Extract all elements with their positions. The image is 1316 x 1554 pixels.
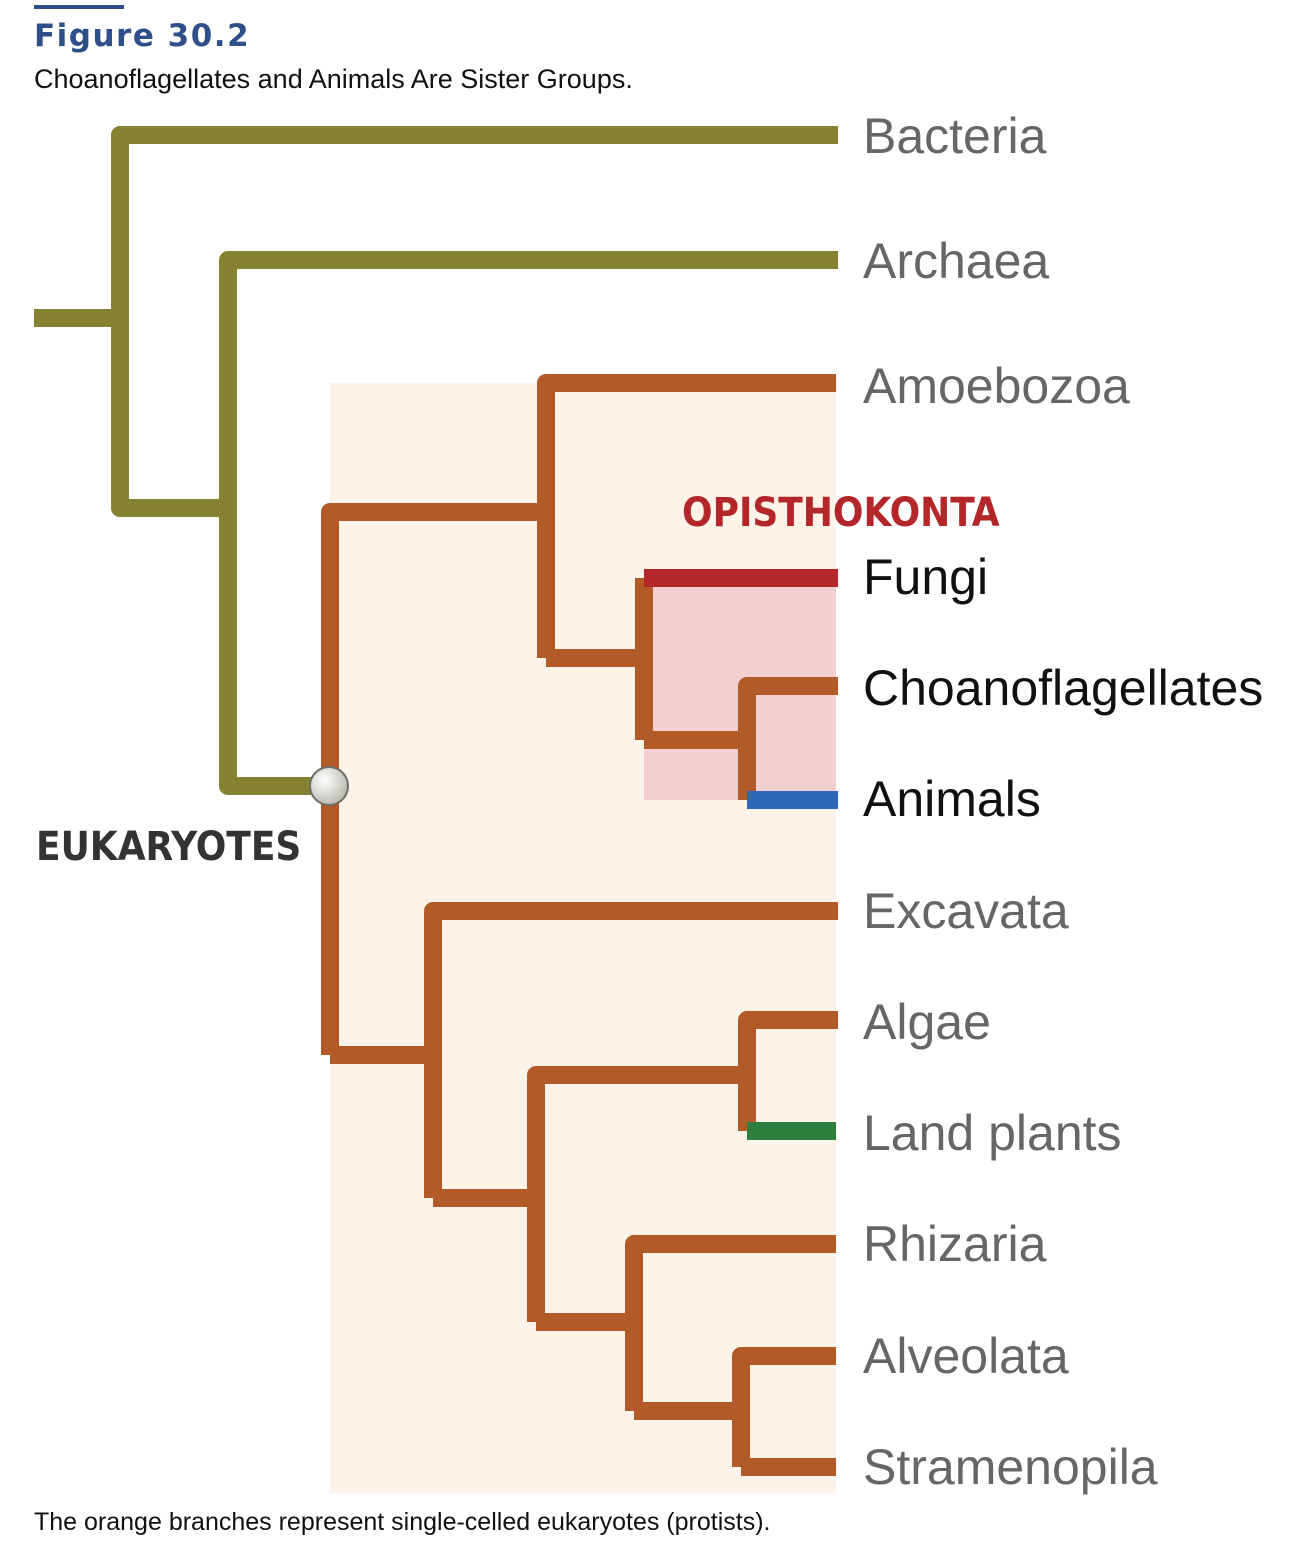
branch-eukaryote-stem bbox=[219, 508, 330, 795]
branch-archaeplastida bbox=[527, 1066, 747, 1322]
eukaryotes-label: EUKARYOTES bbox=[36, 824, 301, 870]
eukaryote-shade bbox=[330, 383, 836, 1493]
figure-top-rule bbox=[34, 5, 124, 9]
branch-archaea bbox=[219, 251, 838, 508]
branch-bacteria bbox=[111, 126, 838, 318]
taxon-archaea: Archaea bbox=[863, 233, 1049, 289]
figure-caption: The orange branches represent single-cel… bbox=[34, 1508, 771, 1536]
branch-alveolata bbox=[732, 1347, 836, 1467]
taxon-excavata: Excavata bbox=[863, 883, 1069, 939]
branch-rhizaria bbox=[625, 1235, 836, 1411]
taxon-rhizaria: Rhizaria bbox=[863, 1216, 1047, 1272]
eukaryote-ancestor-node bbox=[309, 766, 349, 806]
taxon-alveolata: Alveolata bbox=[863, 1328, 1069, 1384]
branch-excavata bbox=[424, 902, 838, 1198]
taxon-fungi: Fungi bbox=[863, 549, 988, 605]
taxon-animals: Animals bbox=[863, 771, 1041, 827]
branch-amoebozoa bbox=[537, 374, 836, 658]
branch-eukaryote-spine bbox=[321, 503, 546, 1055]
figure-title: Choanoflagellates and Animals Are Sister… bbox=[34, 64, 633, 94]
orange-branches bbox=[321, 374, 838, 1476]
taxon-land-plants: Land plants bbox=[863, 1105, 1122, 1161]
branch-algae-node bbox=[738, 1011, 838, 1131]
figure-label: Figure 30.2 bbox=[34, 18, 251, 54]
taxon-choanoflagellates: Choanoflagellates bbox=[863, 660, 1263, 716]
taxon-bacteria: Bacteria bbox=[863, 108, 1047, 164]
taxon-algae: Algae bbox=[863, 994, 991, 1050]
branch-archaea-eukaryotes bbox=[111, 318, 228, 517]
branch-choanoflagellates bbox=[738, 677, 838, 800]
opisthokonta-label: OPISTHOKONTA bbox=[682, 490, 1000, 536]
taxon-stramenopila: Stramenopila bbox=[863, 1439, 1158, 1495]
taxon-amoebozoa: Amoebozoa bbox=[863, 358, 1130, 414]
olive-branches bbox=[34, 126, 838, 795]
